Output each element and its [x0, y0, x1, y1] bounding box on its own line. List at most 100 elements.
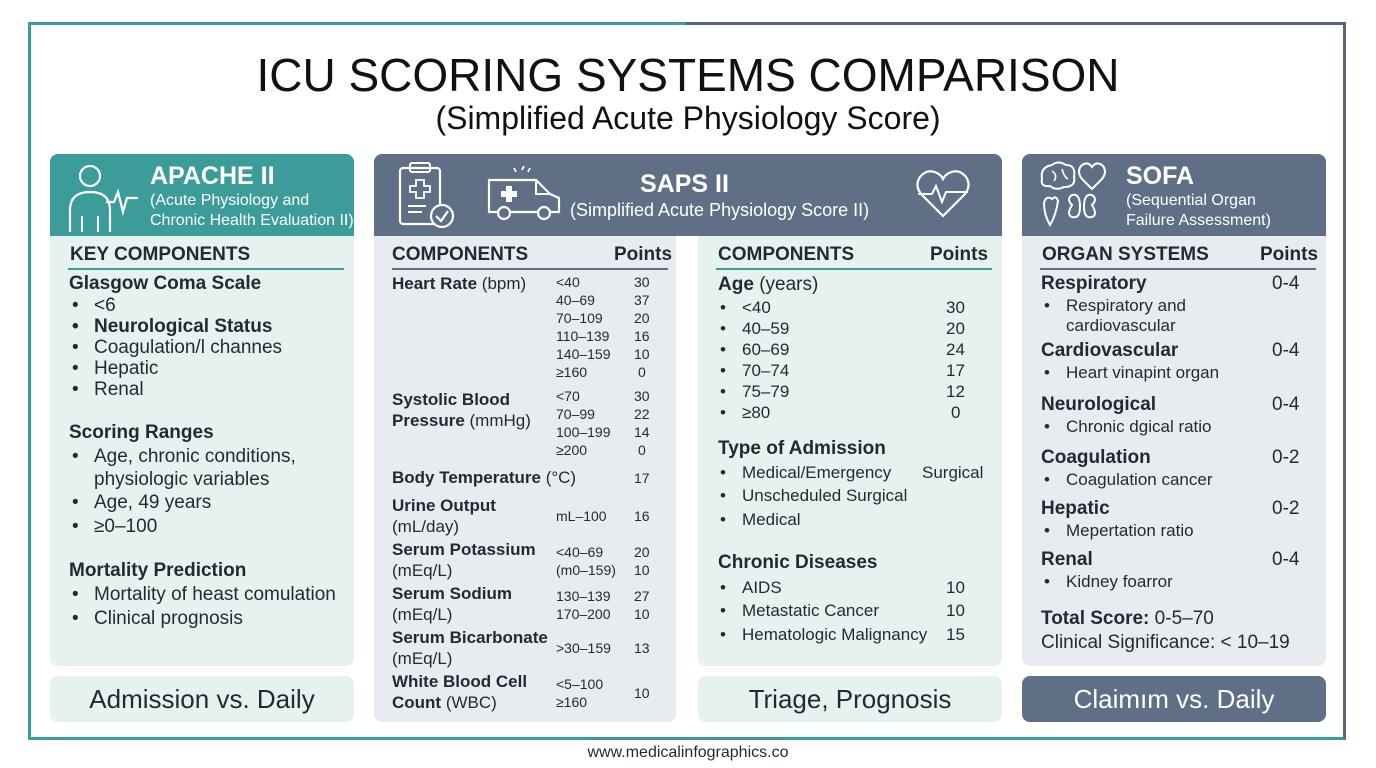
sbp-range: <70 [556, 388, 580, 404]
chronic-points: 10 [946, 601, 965, 620]
temp-label: Body Temperature (°C) [392, 468, 577, 487]
organ-name: Respiratory [1041, 273, 1147, 294]
saps-left-column-header: COMPONENTS [392, 244, 529, 265]
age-range: 75–79 [720, 382, 789, 402]
organ-detail: Kidney foarror [1044, 572, 1173, 592]
page-title: ICU SCORING SYSTEMS COMPARISON [256, 49, 1120, 101]
bicarb-unit: (mEq/L) [392, 649, 453, 668]
wbc-range: <5–100 [556, 676, 604, 692]
sbp-range: ≥200 [556, 442, 588, 458]
sbp-range: 100–199 [556, 424, 611, 440]
frame-accent [686, 22, 1346, 25]
potassium-range: (m0–159) [556, 562, 616, 578]
sofa-footer: Claimım vs. Daily [1022, 676, 1326, 722]
potassium-points: 10 [634, 562, 650, 578]
potassium-points: 20 [634, 544, 650, 560]
wbc-label: White Blood Cell [392, 672, 528, 691]
saps-panel: SAPS II (Simplified Acute Physiology Sco… [374, 154, 1002, 722]
age-points: 30 [946, 298, 965, 317]
person-pulse-icon [68, 164, 138, 232]
sbp-points: 14 [634, 424, 650, 440]
chronic-heading: Chronic Diseases [718, 552, 878, 573]
heart-rate-range: ≥160 [556, 364, 588, 380]
organ-detail: Chronic dgical ratio [1044, 417, 1211, 437]
potassium-range: <40–69 [556, 544, 604, 560]
sbp-points: 22 [634, 406, 650, 422]
chronic-points: 15 [946, 625, 965, 644]
sofa-panel: SOFA (Sequential Organ Failure Assessmen… [1022, 154, 1326, 666]
gcs-item: <6 [72, 295, 115, 317]
wbc-range: ≥160 [556, 694, 588, 710]
heart-rate-range: 110–139 [556, 328, 610, 344]
age-range: 40–59 [720, 319, 789, 339]
heart-rate-points: 37 [634, 292, 650, 308]
organ-name: Neurological [1041, 394, 1157, 415]
sofa-header-rule [1040, 268, 1316, 270]
sofa-points-header: Points [1260, 244, 1319, 265]
apache-panel: APACHE II (Acute Physiology and Chronic … [50, 154, 354, 666]
potassium-label: Serum Potassium [392, 540, 536, 559]
urine-label: Urine Output [392, 496, 496, 515]
wbc-label-2: Count (WBC) [392, 693, 497, 712]
organ-detail: Coagulation cancer [1044, 470, 1213, 490]
apache-fullname-1: (Acute Physiology and [150, 192, 310, 209]
gcs-item: Neurological Status [72, 316, 272, 338]
organ-name: Coagulation [1041, 447, 1151, 468]
organs-icon [1040, 161, 1106, 227]
age-range: 60–69 [720, 340, 789, 360]
saps-left-points-header: Points [614, 244, 673, 265]
saps-right-body: COMPONENTS Points Age (years) <40 30 40–… [698, 236, 1002, 666]
ranges-heading: Scoring Ranges [69, 422, 214, 443]
sofa-fullname-1: (Sequential Organ [1126, 192, 1256, 209]
heart-rate-range: 140–159 [556, 346, 611, 362]
chronic-points: 10 [946, 578, 965, 597]
sbp-points: 30 [634, 388, 650, 404]
ranges-item-cont: physiologic variables [94, 469, 270, 490]
heart-rate-points: 30 [634, 274, 650, 290]
total-score: Total Score: 0-5–70 [1041, 608, 1214, 629]
sbp-range: 70–99 [556, 406, 595, 422]
admission-item: Unscheduled Surgical [720, 486, 907, 506]
saps-footer: Triage, Prognosis [698, 676, 1002, 722]
age-points: 20 [946, 319, 965, 338]
sodium-points: 27 [634, 588, 650, 604]
admission-heading: Type of Admission [718, 438, 886, 459]
saps-name: SAPS II [640, 170, 729, 198]
clipboard-icon [398, 162, 455, 229]
saps-fullname: (Simplified Acute Physiology Score II) [570, 200, 870, 220]
organ-detail: Heart vinapint organ [1044, 363, 1219, 383]
chronic-item: Metastatic Cancer [720, 601, 879, 621]
age-points: 17 [946, 361, 965, 380]
ranges-item: Age, 49 years [72, 492, 211, 514]
heart-rate-points: 0 [638, 364, 646, 380]
age-label: Age (years) [718, 274, 819, 295]
organ-name: Cardiovascular [1041, 340, 1179, 361]
sofa-fullname-2: Failure Assessment) [1126, 212, 1271, 229]
gcs-item: Renal [72, 379, 144, 401]
sofa-column-header: ORGAN SYSTEMS [1042, 244, 1209, 265]
sbp-points: 0 [638, 442, 646, 458]
ranges-item: ≥0–100 [72, 516, 157, 538]
gcs-heading: Glasgow Coma Scale [69, 273, 262, 294]
sofa-header: SOFA (Sequential Organ Failure Assessmen… [1022, 154, 1326, 236]
urine-unit: (mL/day) [392, 517, 460, 536]
saps-right-rule [716, 268, 992, 270]
mortality-item: Mortality of heast comulation [72, 584, 336, 606]
bicarb-range: >30–159 [556, 640, 611, 656]
heart-rate-points: 16 [634, 328, 650, 344]
organ-detail: Mepertation ratio [1044, 521, 1194, 541]
saps-left-body: COMPONENTS Points Heart Rate (bpm) <40 3… [374, 236, 676, 722]
urine-points: 16 [634, 508, 650, 524]
admission-item: Medical/Emergency [720, 463, 891, 483]
sodium-points: 10 [634, 606, 650, 622]
heart-rate-range: 70–109 [556, 310, 603, 326]
saps-header: SAPS II (Simplified Acute Physiology Sco… [374, 154, 1002, 236]
chronic-item: Hematologic Malignancy [720, 625, 927, 645]
sodium-label: Serum Sodium [392, 584, 512, 603]
sodium-unit: (mEq/L) [392, 605, 453, 624]
sbp-label-2: Pressure (mmHg) [392, 411, 531, 430]
organ-points: 0-4 [1272, 273, 1300, 294]
organ-points: 0-4 [1272, 340, 1300, 361]
mortality-heading: Mortality Prediction [69, 560, 247, 581]
age-range: <40 [720, 298, 771, 318]
